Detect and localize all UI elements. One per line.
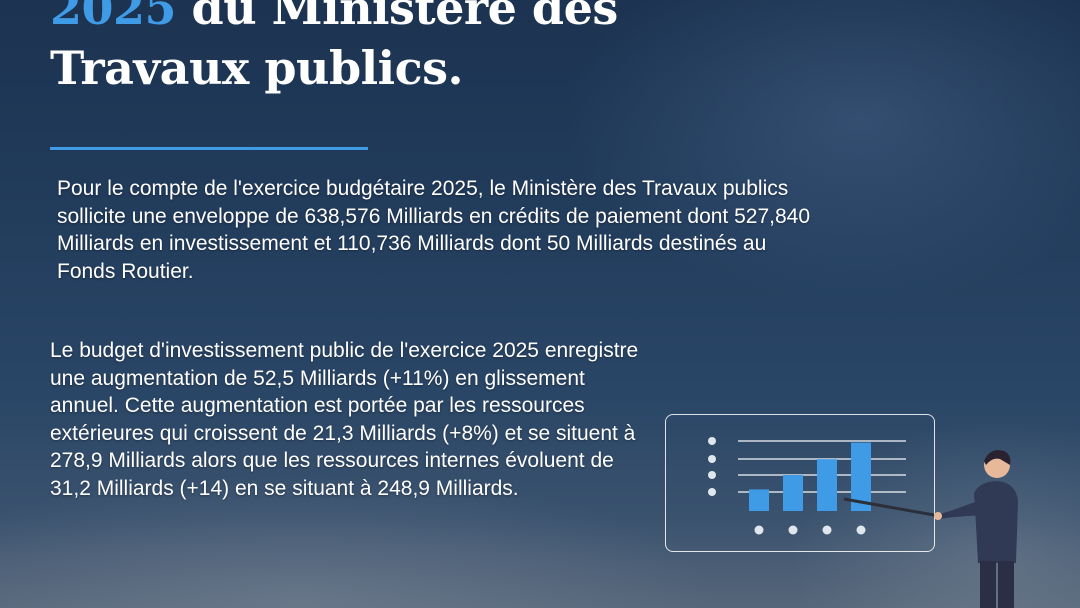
budget-paragraph-2: Le budget d'investissement public de l'e…: [50, 339, 639, 500]
presenter-arm: [936, 501, 982, 519]
chart-bars: [749, 442, 871, 511]
bar-chart-icon: [708, 437, 935, 535]
chart-bar: [783, 475, 803, 511]
axis-dot: [856, 525, 866, 535]
bullet-dot: [708, 437, 716, 445]
title-year: 2025: [50, 0, 177, 35]
chart-bar: [817, 459, 837, 511]
presenter-leg: [980, 561, 996, 608]
chart-bar: [749, 489, 769, 511]
presenter-figure-icon: [934, 450, 1018, 608]
axis-dot: [754, 525, 764, 535]
page-title: 2025 du Ministère des Travaux publics.: [50, 0, 618, 98]
title-line2: Travaux publics.: [50, 41, 464, 95]
presentation-board: [665, 414, 935, 552]
presenter-hand: [934, 512, 942, 520]
presenter-torso: [974, 481, 1018, 563]
bullet-dot: [708, 455, 716, 463]
bullet-dot: [708, 488, 716, 496]
title-underline: [50, 147, 368, 150]
chart-bar: [851, 442, 871, 511]
bullet-dot: [708, 471, 716, 479]
pointer-stick: [843, 497, 935, 517]
axis-dot: [788, 525, 798, 535]
title-line1: du Ministère des: [176, 0, 619, 35]
budget-paragraph-1: Pour le compte de l'exercice budgétaire …: [57, 177, 811, 283]
presenter-hair: [984, 450, 1011, 465]
presenter-leg: [998, 561, 1014, 608]
axis-dot: [822, 525, 832, 535]
